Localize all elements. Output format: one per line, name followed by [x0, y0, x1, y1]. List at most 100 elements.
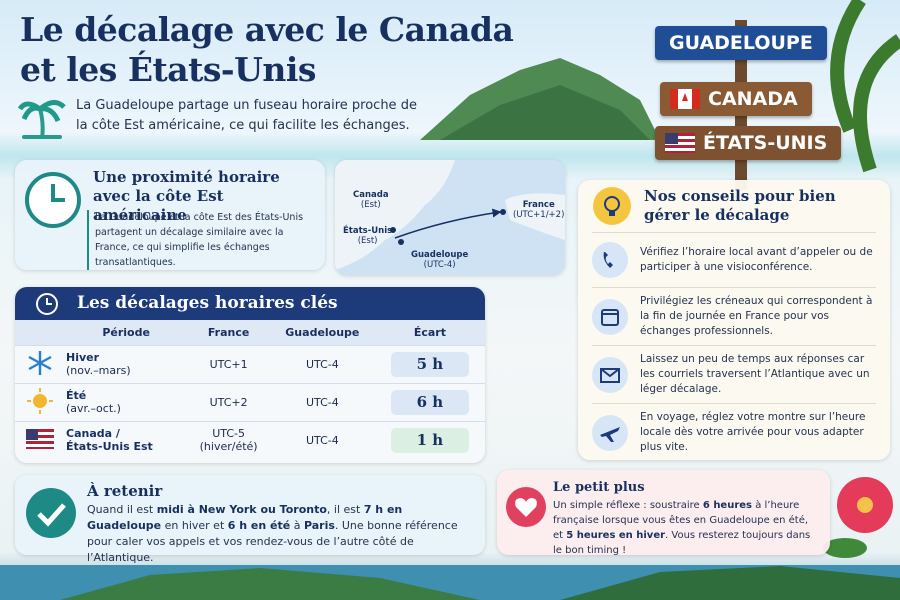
- gap-cell: 5 h: [374, 344, 485, 383]
- france-cell: UTC-5 (hiver/été): [187, 420, 270, 459]
- map-label: États-Unis (Est): [343, 226, 392, 246]
- tip-icon: [592, 242, 628, 278]
- period: États-Unis Est: [66, 440, 153, 454]
- remember-card: À retenir Quand il est midi à New York o…: [15, 475, 485, 564]
- table-row: Été (avr.–oct.) UTC+2 UTC-4 6 h: [15, 382, 485, 421]
- text-run: . Une bonne référence pour caler vos app…: [87, 519, 458, 564]
- row-icon-cell: [15, 382, 65, 421]
- table-header: Les décalages horaires clés: [15, 287, 485, 320]
- tip-icon: [592, 356, 628, 393]
- tip-text: Vérifiez l’horaire local avant d’appeler…: [640, 246, 873, 273]
- map-label-name: France: [522, 200, 555, 210]
- tips-head: Nos conseils pour bien gérer le décalage: [592, 186, 876, 233]
- tip: Vérifiez l’horaire local avant d’appeler…: [592, 233, 876, 288]
- tip-text: Privilégiez les créneaux qui corresponde…: [640, 295, 873, 337]
- table-title: Les décalages horaires clés: [77, 293, 338, 313]
- table-row: Hiver (nov.–mars) UTC+1 UTC-4 5 h: [15, 344, 485, 383]
- france-value: UTC+2: [209, 395, 248, 409]
- palm-icon: [18, 100, 66, 139]
- text-run: 6 heures: [702, 500, 753, 511]
- header-cell: [15, 320, 65, 345]
- gap-pill: 1 h: [390, 427, 469, 453]
- map-label-detail: (Est): [357, 236, 378, 246]
- gap-pill: 6 h: [390, 389, 469, 415]
- text-run: Paris: [303, 519, 335, 532]
- map-label-detail: (UTC+1/+2): [513, 210, 565, 220]
- tip-text: En voyage, réglez votre montre sur l’heu…: [640, 411, 866, 453]
- period: Canada /: [66, 427, 120, 441]
- table-row: Canada / États-Unis Est UTC-5 (hiver/été) UT…: [15, 420, 485, 459]
- france-cell: UTC+1: [187, 344, 270, 383]
- row-icon-cell: [15, 344, 65, 383]
- text-run: 7 h en Guadeloupe: [87, 503, 403, 532]
- gap-cell: 1 h: [374, 420, 485, 459]
- map-label: France (UTC+1/+2): [513, 200, 564, 220]
- header-cell: France: [187, 320, 270, 345]
- period-cell: Hiver (nov.–mars): [65, 344, 188, 383]
- period-detail: (avr.–oct.): [66, 402, 121, 415]
- title-line: Le décalage avec le Canada: [20, 10, 514, 49]
- text-run: à l’heure française lorsque vous êtes en…: [553, 500, 809, 541]
- sign-text: ÉTATS-UNIS: [703, 132, 828, 154]
- france-value: UTC-5: [212, 427, 245, 441]
- table-body: Hiver (nov.–mars) UTC+1 UTC-4 5 h Été (avr.–oc…: [15, 344, 485, 459]
- tip-text: Laissez un peu de temps aux réponses car…: [640, 353, 870, 395]
- tip: En voyage, réglez votre montre sur l’heu…: [592, 404, 876, 461]
- header-cell: Guadeloupe: [269, 320, 375, 345]
- flag-usa: [665, 133, 695, 153]
- text-run: à: [290, 519, 304, 532]
- clock-icon: [25, 172, 81, 228]
- map: Canada (Est) États-Unis (Est) Guadeloupe (UTC…: [335, 160, 565, 275]
- intro: La Guadeloupe partage un fuseau horaire …: [76, 98, 417, 133]
- text-run: 6 h en été: [227, 519, 291, 532]
- period: Hiver: [66, 351, 100, 364]
- text-run: en hiver et: [161, 519, 228, 532]
- map-label-name: Canada: [353, 190, 389, 200]
- gap-pill: 5 h: [390, 351, 469, 377]
- tips-list: Vérifiez l’horaire local avant d’appeler…: [592, 233, 876, 461]
- period-cell: Canada / États-Unis Est: [65, 420, 188, 459]
- heart-icon: [506, 487, 546, 527]
- map-label-name: Guadeloupe: [411, 250, 469, 260]
- period-cell: Été (avr.–oct.): [65, 382, 188, 421]
- text-run: Un simple réflexe : soustraire: [553, 500, 703, 511]
- header: Le décalage avec le Canada et les États-…: [20, 10, 514, 90]
- sign-board: CANADA: [660, 82, 812, 116]
- map-label-name: États-Unis: [343, 226, 393, 236]
- text-run: . Vous resterez toujours dans le bon tim…: [553, 530, 811, 556]
- title-line: et les États-Unis: [20, 50, 317, 89]
- sign-board: ÉTATS-UNIS: [655, 126, 842, 160]
- map-label: Guadeloupe (UTC-4): [411, 250, 468, 270]
- period-detail: (nov.–mars): [66, 364, 131, 377]
- text-run: Quand il est: [87, 503, 157, 516]
- tip-glyph: [601, 308, 619, 326]
- check-icon: [26, 488, 76, 538]
- table-card: Les décalages horaires clés Période Franc…: [15, 287, 485, 463]
- flag-canada: [670, 89, 700, 109]
- remember-title: À retenir: [87, 482, 163, 500]
- map-label: Canada (Est): [353, 190, 389, 210]
- guadeloupe-cell: UTC-4: [269, 344, 375, 383]
- map-label-detail: (UTC-4): [423, 260, 456, 270]
- remember-body: Quand il est midi à New York ou Toronto,…: [87, 502, 477, 566]
- row-icon: [27, 387, 53, 414]
- france-value: (hiver/été): [199, 440, 258, 454]
- row-icon-cell: [15, 420, 65, 459]
- header-row: Période France Guadeloupe Écart: [15, 320, 485, 345]
- clock-icon: [36, 293, 58, 315]
- bonus-card: Le petit plus Un simple réflexe : soustr…: [497, 470, 830, 558]
- bonus-body: Un simple réflexe : soustraire 6 heures …: [553, 498, 818, 558]
- tip-glyph: [603, 252, 613, 268]
- row-icon: [28, 350, 52, 375]
- text-run: , il est: [326, 503, 364, 516]
- header-cell: Écart: [374, 320, 485, 345]
- france-cell: UTC+2: [187, 382, 270, 421]
- tip-icon: [592, 298, 628, 335]
- card-title: Une proximité horaire avec la côte Est a…: [93, 168, 280, 224]
- text-run: midi à New York ou Toronto: [156, 503, 327, 516]
- card-body: La Guadeloupe et la côte Est des États-U…: [87, 210, 319, 270]
- tip: Privilégiez les créneaux qui corresponde…: [592, 288, 876, 346]
- map-label-detail: (Est): [360, 200, 381, 210]
- tips-title: Nos conseils pour bien gérer le décalage: [644, 187, 836, 224]
